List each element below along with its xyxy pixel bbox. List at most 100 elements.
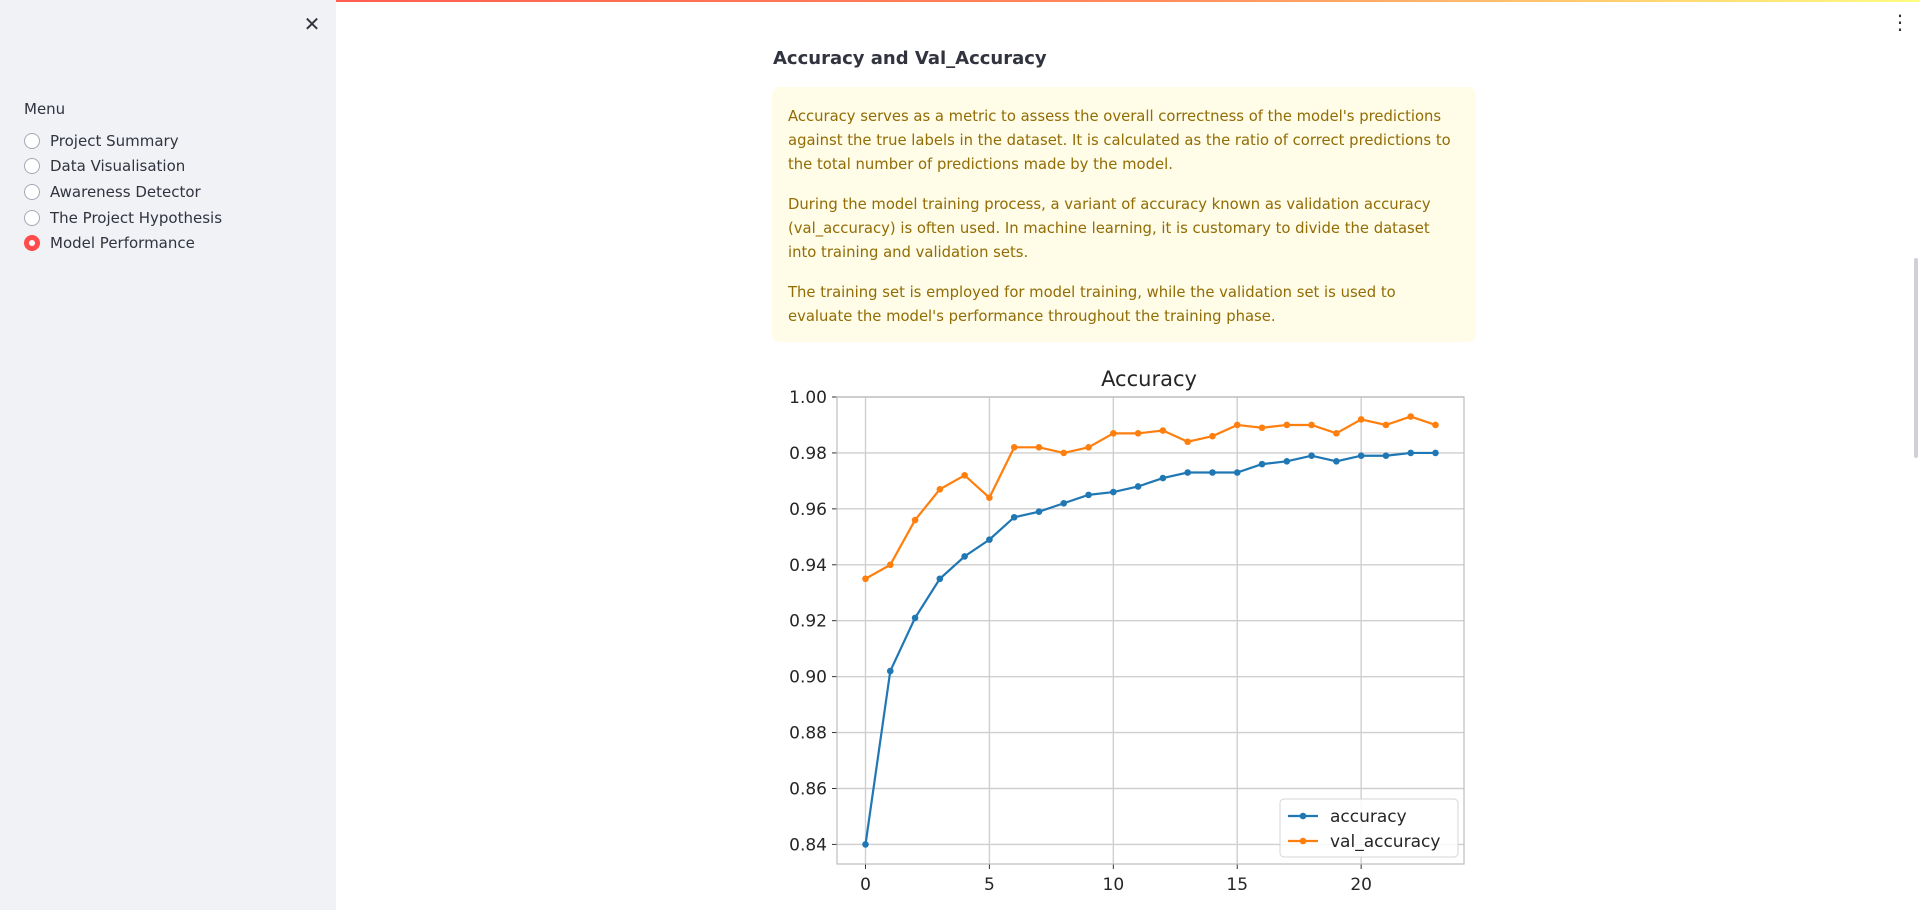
data-point-val-accuracy [1184, 438, 1191, 446]
plot-frame [836, 396, 1465, 865]
legend-swatch-marker [1299, 812, 1307, 820]
data-point-val-accuracy [1357, 416, 1365, 423]
accuracy-line-chart: Accuracy 0 5 10 15 20 0.84 0.86 0.88 0.90 0.92 0.9… [789, 367, 1465, 895]
data-point-val-accuracy [1060, 449, 1068, 457]
data-point-val-accuracy [936, 485, 944, 493]
y-tick-label: 0.88 [789, 724, 827, 744]
data-point-val-accuracy [911, 516, 919, 524]
x-tick-label: 5 [984, 875, 995, 895]
data-point-val-accuracy [1110, 430, 1117, 437]
data-point-accuracy [1283, 458, 1291, 465]
legend-label: val_accuracy [1330, 832, 1440, 852]
menu-item-project-summary[interactable]: Project Summary [24, 128, 222, 154]
data-point-val-accuracy [986, 494, 993, 501]
data-point-accuracy [1134, 483, 1142, 490]
x-tick-label: 20 [1350, 875, 1372, 895]
grid-layer [837, 396, 1464, 864]
data-point-accuracy [1258, 460, 1266, 468]
radio-unselected-icon[interactable] [24, 183, 40, 200]
data-point-val-accuracy [886, 561, 894, 569]
x-tick-label: 10 [1103, 875, 1125, 895]
data-point-val-accuracy [1085, 444, 1092, 451]
data-point-accuracy [1110, 488, 1117, 496]
data-point-accuracy [936, 575, 944, 583]
radio-unselected-icon[interactable] [24, 132, 40, 149]
data-point-accuracy [1333, 458, 1340, 465]
data-point-val-accuracy [1035, 444, 1043, 451]
y-tick-label: 0.86 [789, 779, 827, 799]
menu-item-label: Data Visualisation [50, 157, 186, 176]
data-point-accuracy [1010, 513, 1018, 521]
y-tick-label: 0.84 [789, 835, 827, 855]
series-line-accuracy [864, 451, 1436, 845]
data-point-accuracy [1209, 469, 1216, 476]
data-point-accuracy [1184, 469, 1191, 476]
y-tick-label: 0.98 [789, 444, 827, 464]
data-point-val-accuracy [1432, 421, 1439, 429]
info-paragraph: The training set is employed for model t… [788, 284, 1396, 325]
menu-item-label: The Project Hypothesis [50, 208, 223, 227]
info-paragraph: Accuracy serves as a metric to assess th… [788, 108, 1451, 173]
radio-unselected-icon[interactable] [24, 209, 40, 226]
data-point-val-accuracy [1382, 421, 1390, 429]
legend-box [1279, 798, 1459, 858]
data-point-val-accuracy [1209, 432, 1216, 440]
radio-selected-icon[interactable] [24, 235, 40, 252]
data-point-val-accuracy [961, 471, 968, 479]
data-point-accuracy [986, 536, 993, 543]
x-tick-label: 15 [1226, 875, 1248, 895]
y-tick-label: 0.92 [789, 612, 827, 632]
radio-unselected-icon[interactable] [24, 158, 40, 175]
kebab-menu-icon[interactable]: ⋮ [1890, 10, 1910, 34]
data-point-accuracy [1432, 449, 1439, 457]
data-point-val-accuracy [1233, 421, 1241, 429]
data-point-val-accuracy [1258, 424, 1266, 432]
data-point-accuracy [886, 667, 894, 675]
menu-item-project-hypothesis[interactable]: The Project Hypothesis [24, 205, 222, 231]
chart-title: Accuracy [1101, 367, 1197, 391]
menu-label: Menu [24, 100, 66, 118]
data-point-accuracy [1233, 469, 1241, 476]
data-point-accuracy [911, 614, 919, 622]
axes-layer: 0 5 10 15 20 0.84 0.86 0.88 0.90 0.92 0.94 0.96 0.98… [789, 388, 1465, 895]
legend-swatch-marker [1299, 837, 1307, 845]
info-callout: Accuracy serves as a metric to assess th… [772, 87, 1476, 342]
data-point-accuracy [961, 553, 968, 560]
data-point-accuracy [1060, 499, 1068, 507]
data-point-accuracy [1407, 449, 1415, 457]
menu-item-model-performance[interactable]: Model Performance [24, 230, 222, 256]
y-tick-label: 0.94 [789, 556, 827, 576]
info-paragraph: During the model training process, a var… [788, 196, 1431, 261]
data-point-val-accuracy [1333, 430, 1340, 437]
menu-item-awareness-detector[interactable]: Awareness Detector [24, 179, 222, 205]
y-tick-label: 0.96 [789, 500, 827, 520]
data-point-val-accuracy [1159, 427, 1167, 434]
series-line-val-accuracy [864, 415, 1436, 580]
data-point-val-accuracy [1308, 421, 1315, 429]
menu-radio-group: Project Summary Data Visualisation Aware… [24, 128, 222, 256]
sidebar: ✕ Menu Project Summary Data Visualisatio… [0, 0, 336, 910]
scrollbar-thumb[interactable] [1914, 258, 1918, 458]
data-point-accuracy [1308, 452, 1315, 460]
data-point-accuracy [1035, 508, 1043, 515]
x-tick-label: 0 [860, 875, 871, 895]
data-point-val-accuracy [1407, 413, 1415, 420]
series-layer [862, 413, 1439, 848]
data-point-val-accuracy [1134, 430, 1142, 437]
menu-item-label: Awareness Detector [50, 182, 201, 201]
menu-item-label: Project Summary [50, 131, 179, 150]
menu-item-data-visualisation[interactable]: Data Visualisation [24, 154, 222, 180]
data-point-accuracy [1159, 474, 1167, 482]
chart-legend: accuracy val_accuracy [1279, 798, 1459, 858]
close-icon[interactable]: ✕ [303, 12, 321, 36]
section-title: Accuracy and Val_Accuracy [773, 48, 1047, 69]
legend-label: accuracy [1330, 807, 1407, 827]
data-point-val-accuracy [1010, 444, 1018, 451]
data-point-accuracy [1085, 491, 1092, 499]
data-point-val-accuracy [862, 575, 869, 583]
y-tick-label: 0.90 [789, 668, 827, 688]
data-point-accuracy [862, 841, 869, 848]
y-tick-label: 1.00 [789, 388, 827, 408]
data-point-accuracy [1382, 452, 1390, 460]
menu-item-label: Model Performance [50, 234, 195, 253]
